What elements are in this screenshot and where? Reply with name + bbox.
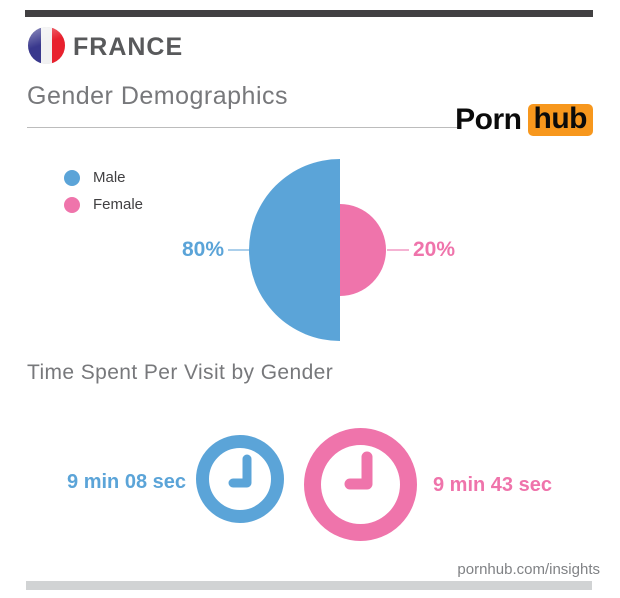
logo-text-hub: hub <box>527 104 593 136</box>
female-percentage-label: 20% <box>413 238 456 261</box>
country-title: FRANCE <box>73 33 184 61</box>
pornhub-logo: Porn hub <box>455 103 593 137</box>
gender-legend: Male Female <box>64 169 143 223</box>
legend-label-female: Female <box>93 196 144 213</box>
logo-text-porn: Porn <box>455 103 522 136</box>
male-callout-line <box>228 249 249 251</box>
male-clock-icon <box>196 435 284 523</box>
header-divider <box>27 127 458 128</box>
legend-item-female: Female <box>64 196 143 213</box>
female-clock-hands <box>344 451 373 490</box>
female-clock-icon <box>304 428 417 541</box>
male-clock-hands <box>228 454 252 488</box>
legend-label-male: Male <box>93 169 126 186</box>
female-callout-line <box>387 249 409 251</box>
page-title: Gender Demographics <box>27 82 289 110</box>
male-half-circle <box>249 159 340 341</box>
time-section-title: Time Spent Per Visit by Gender <box>27 361 334 384</box>
flag-stripe-white <box>40 27 53 64</box>
france-flag-icon <box>28 27 65 64</box>
female-legend-dot-icon <box>64 196 80 213</box>
male-legend-dot-icon <box>64 169 80 186</box>
top-accent-bar <box>25 10 593 17</box>
male-percentage-label: 80% <box>181 238 224 261</box>
female-half-circle <box>340 204 386 296</box>
female-time-value: 9 min 43 sec <box>433 474 552 496</box>
male-time-value: 9 min 08 sec <box>67 471 186 493</box>
flag-stripe-red <box>52 27 65 64</box>
footer-url: pornhub.com/insights <box>457 561 600 578</box>
flag-stripe-blue <box>28 27 41 64</box>
legend-item-male: Male <box>64 169 143 186</box>
gender-half-circle-chart <box>249 159 386 341</box>
footer-accent-bar <box>26 581 592 590</box>
